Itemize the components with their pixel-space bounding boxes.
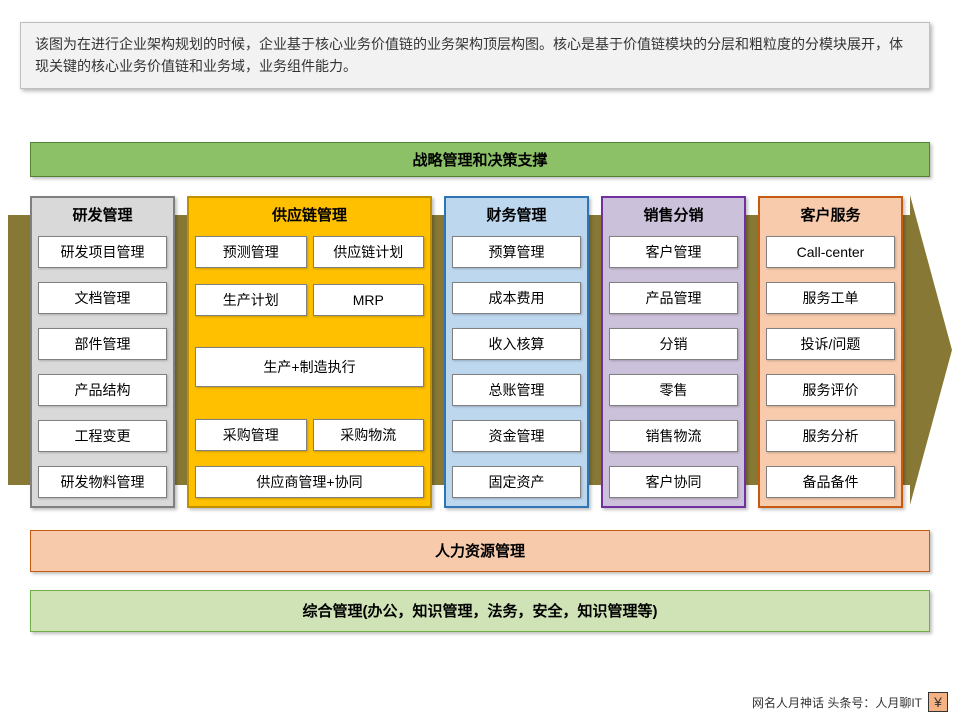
cell: 供应链计划 <box>313 236 425 268</box>
cell: 采购物流 <box>313 419 425 451</box>
cell: 投诉/问题 <box>766 328 895 360</box>
column-财务管理: 财务管理预算管理成本费用收入核算总账管理资金管理固定资产 <box>444 196 589 508</box>
cell: 预算管理 <box>452 236 581 268</box>
cell: MRP <box>313 284 425 316</box>
cell: 采购管理 <box>195 419 307 451</box>
cell: 生产计划 <box>195 284 307 316</box>
cell: 产品管理 <box>609 282 738 314</box>
cell: 分销 <box>609 328 738 360</box>
column-header: 销售分销 <box>609 204 738 232</box>
column-body: 研发项目管理文档管理部件管理产品结构工程变更研发物料管理 <box>38 236 167 498</box>
cell-row: 预测管理供应链计划 <box>195 236 424 268</box>
column-研发管理: 研发管理研发项目管理文档管理部件管理产品结构工程变更研发物料管理 <box>30 196 175 508</box>
cell: Call-center <box>766 236 895 268</box>
cell: 成本费用 <box>452 282 581 314</box>
description-text: 该图为在进行企业架构规划的时候，企业基于核心业务价值链的业务架构顶层构图。核心是… <box>35 36 903 74</box>
column-销售分销: 销售分销客户管理产品管理分销零售销售物流客户协同 <box>601 196 746 508</box>
cell: 总账管理 <box>452 374 581 406</box>
hr-bar: 人力资源管理 <box>30 530 930 572</box>
cell: 研发物料管理 <box>38 466 167 498</box>
description-box: 该图为在进行企业架构规划的时候，企业基于核心业务价值链的业务架构顶层构图。核心是… <box>20 22 930 89</box>
columns-container: 研发管理研发项目管理文档管理部件管理产品结构工程变更研发物料管理供应链管理预测管… <box>30 196 930 508</box>
cell: 文档管理 <box>38 282 167 314</box>
cell: 生产+制造执行 <box>195 347 424 387</box>
cell: 部件管理 <box>38 328 167 360</box>
column-body: Call-center 服务工单投诉/问题服务评价服务分析备品备件 <box>766 236 895 498</box>
footer: 网名人月神话 头条号：人月聊IT ¥ <box>752 692 948 712</box>
column-header: 客户服务 <box>766 204 895 232</box>
footer-text: 网名人月神话 头条号：人月聊IT <box>752 694 922 711</box>
cell: 收入核算 <box>452 328 581 360</box>
column-body: 客户管理产品管理分销零售销售物流客户协同 <box>609 236 738 498</box>
column-header: 供应链管理 <box>195 204 424 232</box>
general-mgmt-bar: 综合管理(办公，知识管理，法务，安全，知识管理等) <box>30 590 930 632</box>
column-header: 研发管理 <box>38 204 167 232</box>
strategy-bar: 战略管理和决策支撑 <box>30 142 930 177</box>
cell-row: 生产计划MRP <box>195 284 424 316</box>
cell: 客户管理 <box>609 236 738 268</box>
footer-icon: ¥ <box>928 692 948 712</box>
cell: 供应商管理+协同 <box>195 466 424 498</box>
cell-row: 采购管理采购物流 <box>195 419 424 451</box>
column-供应链管理: 供应链管理预测管理供应链计划生产计划MRP生产+制造执行采购管理采购物流供应商管… <box>187 196 432 508</box>
cell: 服务分析 <box>766 420 895 452</box>
cell: 研发项目管理 <box>38 236 167 268</box>
cell: 备品备件 <box>766 466 895 498</box>
cell: 预测管理 <box>195 236 307 268</box>
column-header: 财务管理 <box>452 204 581 232</box>
column-body: 预算管理成本费用收入核算总账管理资金管理固定资产 <box>452 236 581 498</box>
column-body: 预测管理供应链计划生产计划MRP生产+制造执行采购管理采购物流供应商管理+协同 <box>195 236 424 498</box>
cell: 服务工单 <box>766 282 895 314</box>
cell: 零售 <box>609 374 738 406</box>
cell: 固定资产 <box>452 466 581 498</box>
cell: 资金管理 <box>452 420 581 452</box>
cell: 销售物流 <box>609 420 738 452</box>
cell: 产品结构 <box>38 374 167 406</box>
cell: 工程变更 <box>38 420 167 452</box>
cell: 服务评价 <box>766 374 895 406</box>
column-客户服务: 客户服务 Call-center 服务工单投诉/问题服务评价服务分析备品备件 <box>758 196 903 508</box>
cell: 客户协同 <box>609 466 738 498</box>
